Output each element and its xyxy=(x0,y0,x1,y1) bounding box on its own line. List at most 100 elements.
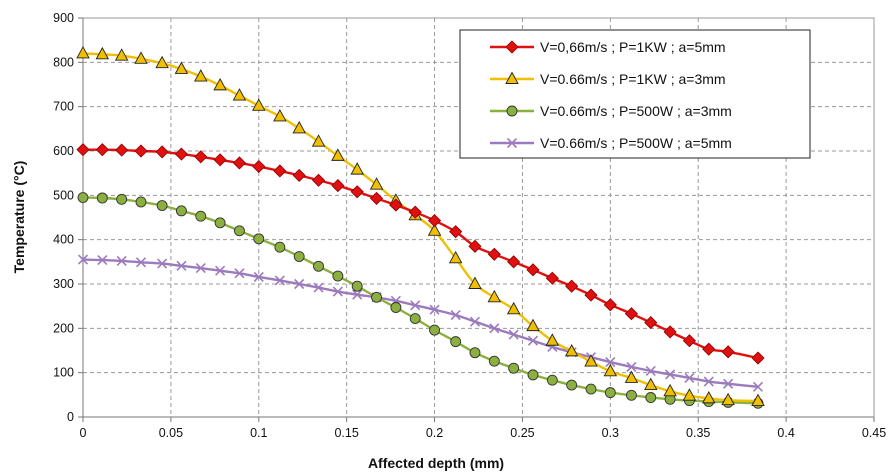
y-tick-label: 0 xyxy=(67,410,74,424)
data-point-diamond xyxy=(427,214,442,228)
data-point-diamond xyxy=(95,143,109,157)
data-point-triangle xyxy=(721,392,735,406)
y-tick-label: 100 xyxy=(53,366,74,380)
x-axis-title: Affected depth (mm) xyxy=(368,455,504,471)
data-point-diamond xyxy=(331,179,345,193)
x-tick-label: 0.2 xyxy=(426,426,443,440)
data-point-circle xyxy=(351,280,363,292)
data-point-x xyxy=(645,365,656,376)
y-tick-label: 900 xyxy=(53,11,74,25)
legend-label: V=0.66m/s ; P=500W ; a=5mm xyxy=(540,135,732,151)
data-point-triangle xyxy=(682,388,697,401)
data-point-x xyxy=(157,258,168,269)
x-tick-label: 0.35 xyxy=(686,426,710,440)
data-point-triangle xyxy=(448,250,463,264)
data-point-diamond xyxy=(76,143,90,157)
data-point-diamond xyxy=(751,351,765,365)
legend-item-4: V=0.66m/s ; P=500W ; a=5mm xyxy=(490,135,732,151)
data-point-circle xyxy=(313,260,324,272)
data-point-diamond xyxy=(505,40,519,54)
series-line xyxy=(82,258,759,389)
data-point-circle xyxy=(253,233,265,245)
data-point-triangle xyxy=(584,354,598,367)
data-point-diamond xyxy=(408,205,422,219)
data-point-circle xyxy=(293,251,305,262)
data-point-diamond xyxy=(115,143,129,157)
data-point-x xyxy=(77,254,89,265)
data-point-circle xyxy=(450,336,462,348)
data-point-circle xyxy=(214,217,226,229)
data-point-diamond xyxy=(232,156,247,170)
y-tick-label: 400 xyxy=(53,233,74,247)
data-point-x xyxy=(332,286,343,297)
data-point-circle xyxy=(506,105,518,117)
data-point-x xyxy=(294,278,305,290)
data-point-circle xyxy=(409,313,421,325)
data-point-diamond xyxy=(174,147,189,161)
data-point-diamond xyxy=(624,307,638,321)
data-point-x xyxy=(410,300,421,311)
data-point-circle xyxy=(625,389,637,401)
y-tick-label: 200 xyxy=(53,321,74,335)
data-point-circle xyxy=(233,225,245,237)
data-point-x xyxy=(195,262,206,274)
data-point-circle xyxy=(77,192,89,204)
data-point-circle xyxy=(508,362,520,374)
data-point-circle xyxy=(469,347,481,359)
data-point-x xyxy=(176,260,187,271)
series-3 xyxy=(77,192,764,409)
data-point-x xyxy=(703,376,714,387)
data-point-triangle xyxy=(155,55,169,69)
data-point-triangle xyxy=(292,120,306,134)
data-point-x xyxy=(313,282,324,293)
data-point-circle xyxy=(332,270,344,282)
data-point-triangle xyxy=(505,71,519,84)
y-tick-label: 600 xyxy=(53,144,74,158)
data-point-x xyxy=(527,335,539,346)
data-point-triangle xyxy=(545,333,560,346)
data-point-x xyxy=(135,257,147,268)
data-point-triangle xyxy=(663,383,677,397)
data-point-x xyxy=(253,271,264,282)
axis-layer: 0 100 200 300 400 500 600 700 800 900 0 0.05 0.1 0.15… xyxy=(53,11,886,440)
data-point-triangle xyxy=(213,77,227,91)
x-tick-label: 0.3 xyxy=(602,426,619,440)
data-point-x xyxy=(450,309,461,321)
data-point-triangle xyxy=(273,108,287,122)
data-point-diamond xyxy=(389,198,403,212)
x-tick-label: 0.4 xyxy=(777,426,794,440)
data-point-triangle xyxy=(427,223,442,236)
y-tick-label: 700 xyxy=(53,100,74,114)
data-point-x xyxy=(97,254,108,266)
data-point-diamond xyxy=(565,279,579,293)
data-point-diamond xyxy=(702,342,716,356)
data-point-triangle xyxy=(702,390,716,404)
data-point-x xyxy=(429,304,440,315)
data-point-triangle xyxy=(369,177,384,190)
data-point-diamond xyxy=(663,325,677,339)
data-point-circle xyxy=(546,374,558,386)
legend-label: V=0.66m/s ; P=1KW ; a=3mm xyxy=(540,71,726,87)
data-point-diamond xyxy=(487,247,501,261)
series-2 xyxy=(76,46,765,406)
x-tick-label: 0.25 xyxy=(510,426,534,440)
data-point-diamond xyxy=(134,144,148,158)
data-point-x xyxy=(605,356,616,368)
series-layer xyxy=(76,46,765,409)
y-tick-label: 800 xyxy=(53,55,74,69)
data-point-diamond xyxy=(603,298,617,312)
data-point-x xyxy=(274,275,285,286)
data-point-diamond xyxy=(155,145,169,159)
data-point-x xyxy=(626,361,637,372)
data-point-triangle xyxy=(232,88,247,101)
x-tick-label: 0.15 xyxy=(334,426,358,440)
data-point-circle xyxy=(585,383,597,395)
legend-item-1: V=0,66m/s ; P=1KW ; a=5mm xyxy=(490,39,726,55)
legend-label: V=0.66m/s ; P=500W ; a=3mm xyxy=(540,103,732,119)
data-point-circle xyxy=(645,392,657,403)
data-point-x xyxy=(723,378,734,389)
data-point-circle xyxy=(566,379,578,391)
data-point-triangle xyxy=(134,51,148,64)
data-point-triangle xyxy=(114,48,129,61)
data-point-triangle xyxy=(194,69,208,82)
